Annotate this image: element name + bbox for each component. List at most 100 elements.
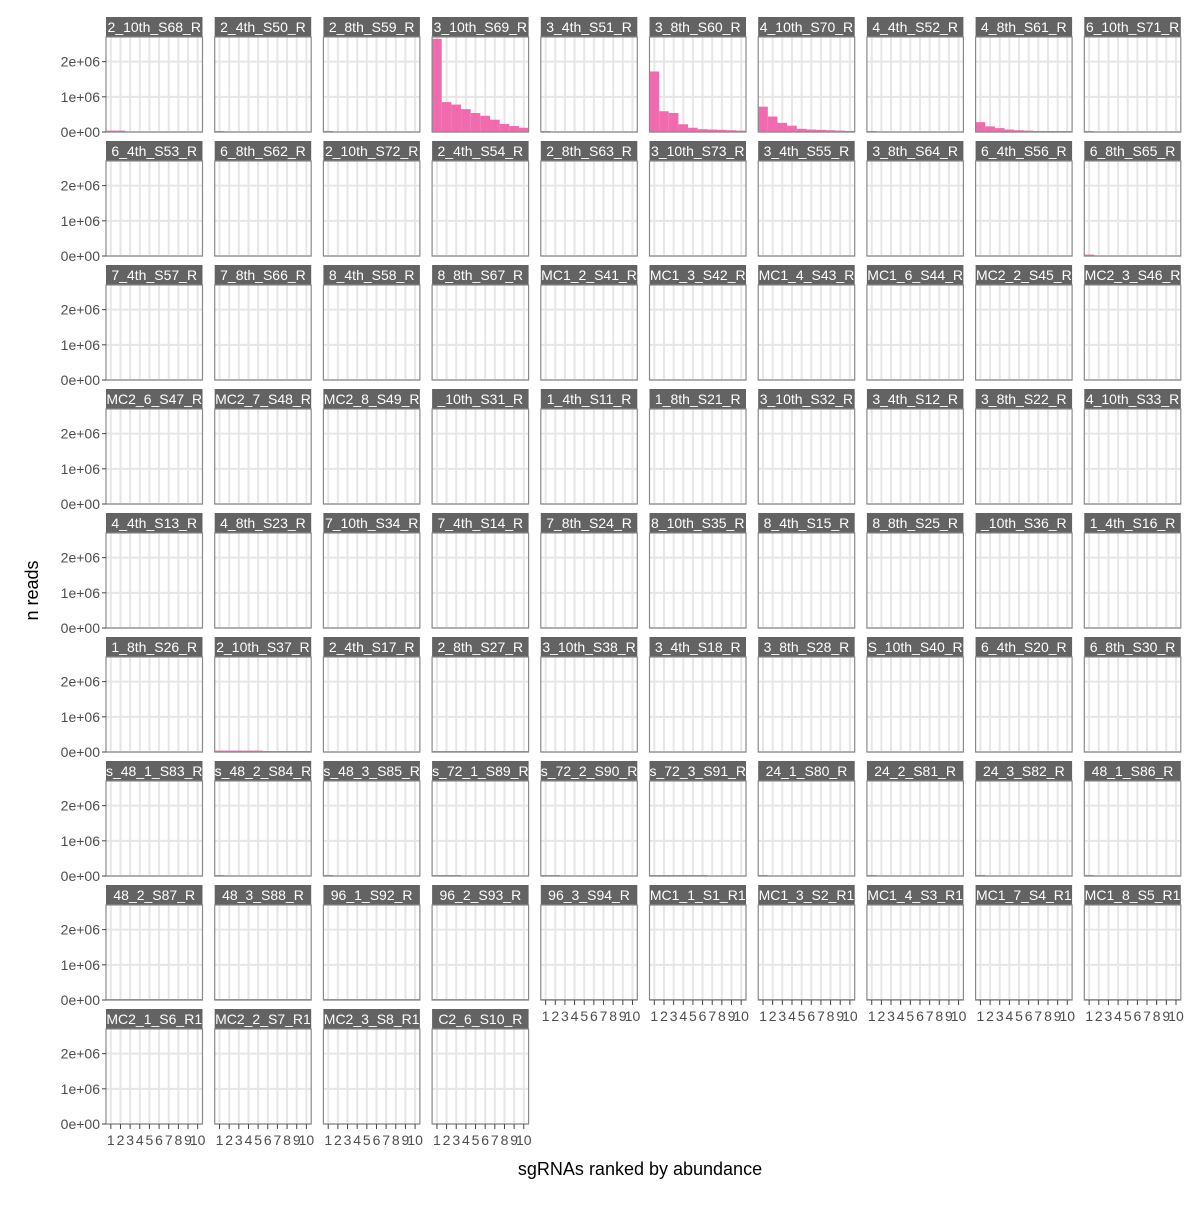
facet-panel: 96_1_S92_R xyxy=(322,885,421,1001)
panel-border xyxy=(648,780,747,877)
panel-border xyxy=(540,160,638,257)
panel-border xyxy=(757,284,856,381)
facet-panel: 3_8th_S64_R xyxy=(866,141,965,257)
y-tick-label: 1e+06 xyxy=(61,1081,101,1097)
panel-background xyxy=(866,161,964,256)
facet-strip xyxy=(540,389,638,409)
x-tick-label: 7 xyxy=(274,1132,282,1148)
panel-border xyxy=(648,408,747,505)
facet-strip-label: MC1_2_S41_R xyxy=(541,267,637,283)
facet-strip-label: MC2_7_S48_R xyxy=(215,391,311,407)
facet-strip-label: 3_8th_S22_R xyxy=(981,391,1067,407)
facet-strip-label: 2_10th_S72_R xyxy=(325,143,418,159)
facet-panel: MC1_2_S41_R xyxy=(540,265,638,381)
facet-strip xyxy=(323,761,420,781)
bar xyxy=(777,122,788,132)
panel-border xyxy=(866,904,965,1001)
x-tick-label: 6 xyxy=(481,1132,489,1148)
panel-border xyxy=(866,160,965,257)
facet-strip xyxy=(649,513,746,533)
y-tick-label: 0e+00 xyxy=(61,248,101,264)
x-tick-label: 10 xyxy=(1168,1008,1184,1024)
facet-panel: 2_4th_S54_R xyxy=(431,141,530,257)
facet-strip-label: MC1_4_S3_R1 xyxy=(867,887,963,903)
panel-border xyxy=(322,1028,421,1125)
facet-panel: 3_4th_S12_R xyxy=(866,389,965,505)
facet-strip-label: 24_2_S81_R xyxy=(874,763,956,779)
facet-strip xyxy=(975,389,1073,409)
panel-background xyxy=(214,533,312,628)
x-tick-label: 9 xyxy=(728,1008,736,1024)
panel-background xyxy=(540,37,638,132)
facet-panel: 8_4th_S15_R xyxy=(757,513,856,629)
facet-strip-label: 96_1_S92_R xyxy=(331,887,413,903)
facet-strip-label: 4_4th_S52_R xyxy=(872,19,958,35)
panel-background xyxy=(866,285,964,380)
facet-strip-label: 4_10th_S70_R xyxy=(760,19,853,35)
panel-border xyxy=(648,36,747,133)
x-tick-label: 6 xyxy=(373,1132,381,1148)
panel-border xyxy=(540,532,638,629)
x-tick-label: 5 xyxy=(146,1132,154,1148)
x-tick-label: 9 xyxy=(402,1132,410,1148)
facet-strip xyxy=(1084,17,1181,37)
x-tick-label: 8 xyxy=(718,1008,726,1024)
x-tick-label: 3 xyxy=(344,1132,352,1148)
panel-border xyxy=(431,1028,530,1125)
bar xyxy=(736,130,746,132)
facet-strip xyxy=(758,761,855,781)
x-tick-label: 8 xyxy=(501,1132,509,1148)
panel-background xyxy=(975,37,1073,132)
facet-strip xyxy=(540,513,638,533)
panel-border xyxy=(214,656,312,753)
facet-panel: 24_3_S82_R xyxy=(974,761,1073,877)
panel-background xyxy=(540,657,638,752)
x-tick-label: 5 xyxy=(1015,1008,1023,1024)
x-tick-label: 7 xyxy=(600,1008,608,1024)
panel-background xyxy=(649,409,746,504)
y-tick-label: 2e+06 xyxy=(61,426,101,442)
x-tick-label: 7 xyxy=(708,1008,716,1024)
panel-border xyxy=(974,904,1073,1001)
y-tick-label: 2e+06 xyxy=(61,1046,101,1062)
bar xyxy=(470,113,481,132)
panel-border xyxy=(757,408,856,505)
x-tick-label: 3 xyxy=(561,1008,569,1024)
facet-panel: MC2_2_S45_R xyxy=(974,265,1073,381)
panel-border xyxy=(214,284,312,381)
x-tick-label: 4 xyxy=(1005,1008,1013,1024)
facet-strip xyxy=(649,885,746,905)
panel-background xyxy=(975,657,1073,752)
panel-border xyxy=(757,532,856,629)
panel-border xyxy=(431,408,530,505)
x-tick-label: 10 xyxy=(625,1008,641,1024)
x-tick-label: 9 xyxy=(510,1132,518,1148)
x-tick-label: 9 xyxy=(619,1008,627,1024)
bar xyxy=(1004,129,1015,132)
x-tick-label: 2 xyxy=(877,1008,885,1024)
y-axis-title: n reads xyxy=(22,560,42,620)
facet-strip xyxy=(432,1009,529,1029)
panel-background xyxy=(649,657,746,752)
panel-background xyxy=(214,409,312,504)
facet-strip xyxy=(214,1009,312,1029)
bar xyxy=(253,750,263,752)
x-tick-label: 7 xyxy=(382,1132,390,1148)
facet-strip-label: 7_10th_S34_R xyxy=(325,515,418,531)
panel-background xyxy=(540,409,638,504)
panel-background xyxy=(1084,657,1181,752)
facet-strip-label: 2_4th_S50_R xyxy=(220,19,306,35)
panel-background xyxy=(1084,533,1181,628)
panel-background xyxy=(649,781,746,876)
facet-panel: 3_4th_S51_R xyxy=(540,17,638,133)
facet-strip-label: 3_4th_S51_R xyxy=(546,19,632,35)
panel-background xyxy=(649,285,746,380)
facet-panel: 3_8th_S22_R xyxy=(974,389,1073,505)
panel-border xyxy=(1083,408,1182,505)
x-tick-label: 4 xyxy=(245,1132,253,1148)
x-tick-label: 6 xyxy=(807,1008,815,1024)
facet-panel: 2_4th_S17_R xyxy=(322,637,421,753)
y-tick-label: 1e+06 xyxy=(61,709,101,725)
panel-border xyxy=(431,36,530,133)
facet-strip xyxy=(649,389,746,409)
